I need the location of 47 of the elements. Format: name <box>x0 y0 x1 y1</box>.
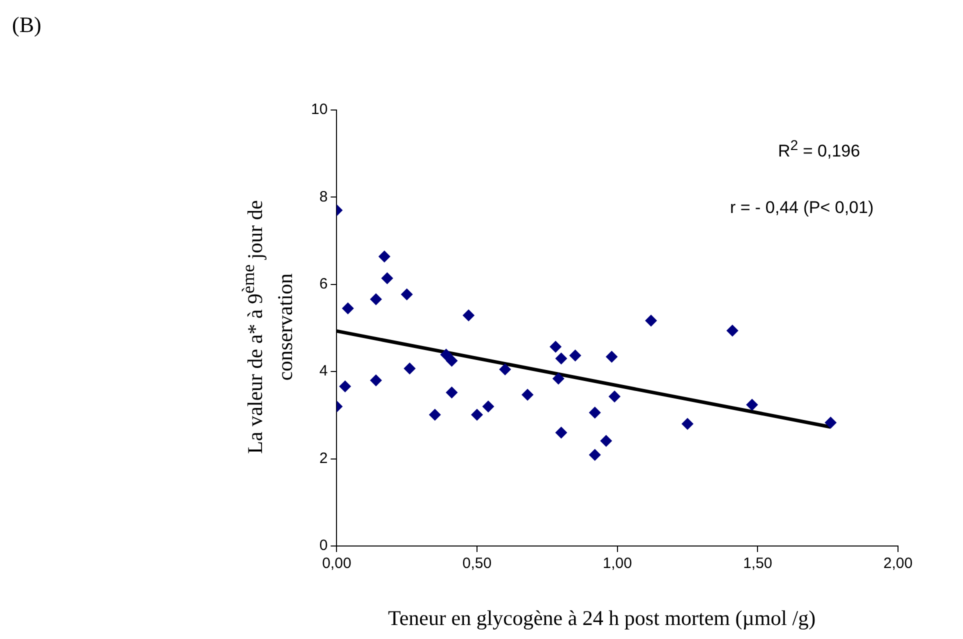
point <box>645 314 658 327</box>
point <box>522 388 534 401</box>
point <box>404 362 416 375</box>
point <box>552 372 564 385</box>
point <box>428 408 441 421</box>
point <box>471 408 484 421</box>
x-tick-label: 0,00 <box>322 555 352 572</box>
point <box>555 426 568 439</box>
point <box>446 386 458 399</box>
point <box>600 434 612 447</box>
point <box>370 374 382 386</box>
x-tick-label: 1,00 <box>602 555 632 572</box>
point <box>381 272 394 284</box>
y-tick-label: 4 <box>319 362 328 380</box>
point <box>726 324 738 337</box>
point <box>555 352 568 365</box>
point <box>400 288 413 300</box>
point <box>682 418 694 430</box>
point <box>550 340 562 353</box>
point <box>440 348 452 361</box>
point <box>378 250 390 262</box>
point <box>746 398 758 411</box>
point <box>608 390 621 402</box>
annotation: R$^{2}$ = 0,196 <box>778 138 860 162</box>
annotation: r = - 0,44 (P< 0,01) <box>730 198 874 218</box>
x-tick-label: 1,50 <box>743 555 772 572</box>
y-tick-label: 10 <box>310 101 328 118</box>
point <box>824 416 837 429</box>
point <box>482 400 494 412</box>
y-tick-label: 2 <box>319 450 328 467</box>
point <box>588 448 601 461</box>
point <box>446 354 458 367</box>
x-tick-label: 2,00 <box>883 555 913 572</box>
x-tick-label: 0,50 <box>462 555 492 572</box>
y-tick-label: 8 <box>319 188 328 206</box>
point <box>606 350 618 363</box>
point <box>339 380 352 392</box>
point <box>370 293 382 306</box>
y-tick-label: 6 <box>319 276 328 293</box>
point <box>569 349 582 362</box>
point <box>588 406 601 419</box>
point <box>499 363 512 376</box>
x-axis-title: Teneur en glycogène à 24 h post mortem (µmol /g) <box>388 606 816 631</box>
y-tick-label: 0 <box>319 537 328 554</box>
text: (B) <box>12 12 42 38</box>
point <box>462 309 475 322</box>
point <box>342 302 354 314</box>
